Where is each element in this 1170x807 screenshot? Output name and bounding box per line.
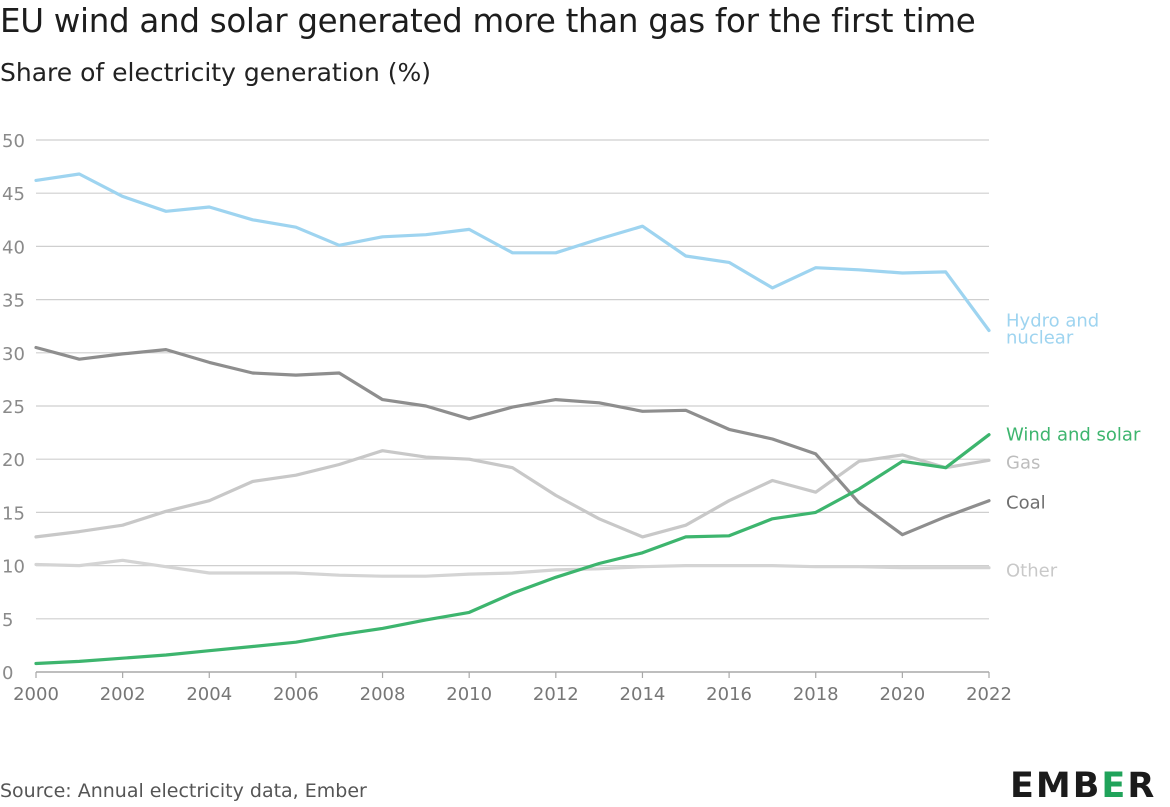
x-tick-label: 2000 — [13, 684, 59, 705]
y-tick-label: 20 — [2, 450, 25, 471]
y-tick-label: 40 — [2, 237, 25, 258]
y-tick-label: 15 — [2, 503, 25, 524]
logo-text-accent: E — [1101, 766, 1128, 806]
series-label-wind-and-solar: Wind and solar — [1006, 425, 1141, 446]
logo-text-end: R — [1127, 766, 1157, 806]
y-tick-label: 25 — [2, 397, 25, 418]
series-lines — [34, 172, 991, 666]
x-tick-label: 2020 — [879, 684, 925, 705]
y-tick-label: 5 — [2, 610, 13, 631]
y-tick-label: 35 — [2, 291, 25, 312]
series-line-other — [34, 558, 991, 578]
x-tick-label: 2016 — [706, 684, 752, 705]
x-tick-label: 2004 — [186, 684, 232, 705]
y-tick-label: 50 — [2, 131, 25, 152]
series-label-gas: Gas — [1006, 452, 1040, 473]
x-tick-label: 2010 — [446, 684, 492, 705]
series-label-coal: Coal — [1006, 493, 1046, 514]
logo-text-main: EMB — [1010, 766, 1102, 806]
source-note: Source: Annual electricity data, Ember — [0, 780, 367, 802]
ember-logo: EMBER — [1010, 766, 1156, 806]
series-labels: Other Gas Coal Hydro and nuclear Wind and sol… — [1006, 310, 1141, 581]
y-axis-ticks: 0 5 10 15 20 25 30 35 40 45 50 — [2, 131, 25, 684]
y-tick-label: 0 — [2, 663, 13, 684]
x-tick-label: 2018 — [793, 684, 839, 705]
series-label-hydro-and-nuclear: Hydro and nuclear — [1006, 310, 1099, 348]
x-tick-label: 2014 — [620, 684, 666, 705]
series-line-hydro-and-nuclear — [34, 172, 991, 333]
chart-subtitle: Share of electricity generation (%) — [0, 58, 432, 87]
y-tick-label: 10 — [2, 557, 25, 578]
series-line-gas — [34, 449, 991, 539]
x-tick-label: 2002 — [100, 684, 146, 705]
y-tick-label: 45 — [2, 184, 25, 205]
x-tick-label: 2012 — [533, 684, 579, 705]
chart-title: EU wind and solar generated more than ga… — [0, 2, 976, 40]
series-label-other: Other — [1006, 561, 1058, 582]
x-tick-label: 2022 — [966, 684, 1012, 705]
x-tick-label: 2006 — [273, 684, 319, 705]
gridlines — [36, 139, 989, 673]
x-tick-label: 2008 — [360, 684, 406, 705]
x-axis-ticks: 2000 2002 2004 2006 2008 2010 2012 2014 2016 2018… — [13, 672, 1012, 705]
y-tick-label: 30 — [2, 344, 25, 365]
